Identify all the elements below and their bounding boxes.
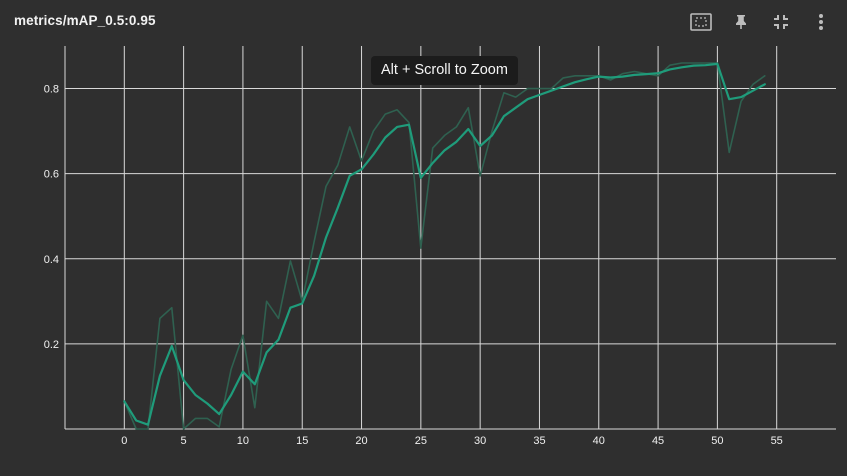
x-tick-label: 20	[355, 435, 367, 447]
collapse-icon	[773, 14, 789, 30]
raw-series-line	[123, 62, 766, 430]
y-tick-label: 0.8	[44, 84, 59, 96]
x-tick-label: 30	[474, 435, 486, 447]
x-tick-label: 15	[296, 435, 308, 447]
select-zoom-button[interactable]	[681, 10, 721, 34]
more-vert-icon	[818, 13, 824, 31]
x-tick-label: 5	[181, 435, 187, 447]
x-tick-label: 0	[121, 435, 127, 447]
pin-button[interactable]	[721, 10, 761, 34]
y-tick-label: 0.4	[44, 254, 59, 266]
smoothed-series-line	[123, 62, 766, 426]
chart-title: metrics/mAP_0.5:0.95	[14, 13, 156, 28]
y-tick-label: 0.6	[44, 169, 59, 181]
x-tick-label: 45	[652, 435, 664, 447]
x-tick-label: 10	[237, 435, 249, 447]
x-tick-label: 25	[415, 435, 427, 447]
x-tick-label: 55	[771, 435, 783, 447]
pin-icon	[734, 14, 748, 30]
x-tick-label: 35	[533, 435, 545, 447]
collapse-button[interactable]	[761, 10, 801, 34]
x-tick-label: 40	[593, 435, 605, 447]
chart-toolbar	[681, 10, 841, 34]
y-tick-label: 0.2	[44, 339, 59, 351]
zoom-hint-tooltip: Alt + Scroll to Zoom	[371, 56, 518, 85]
x-tick-label: 50	[711, 435, 723, 447]
more-options-button[interactable]	[801, 10, 841, 34]
select-zoom-icon	[690, 13, 712, 31]
